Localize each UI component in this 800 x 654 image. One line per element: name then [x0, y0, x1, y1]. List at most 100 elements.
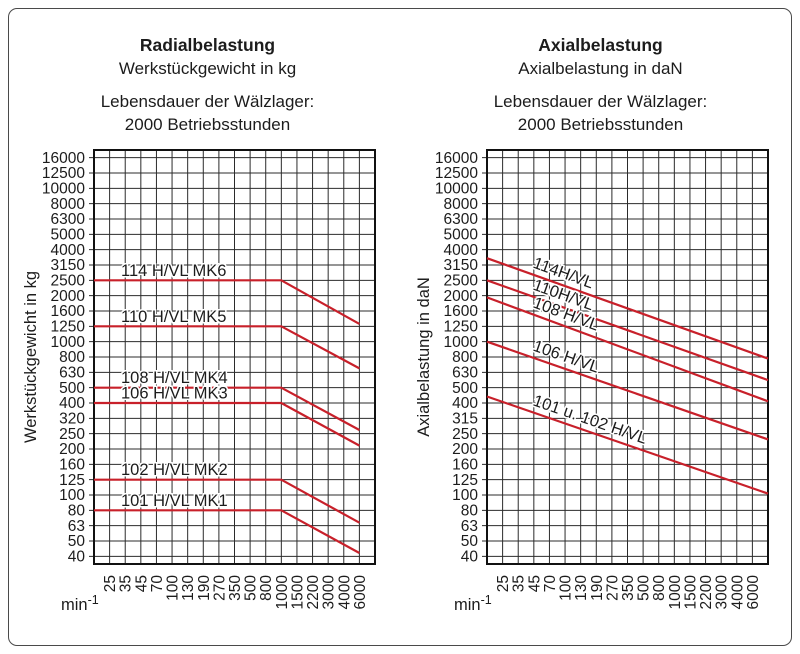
series-line: [486, 340, 769, 441]
plot-border: [93, 149, 376, 565]
x-tick-label: 6000: [745, 575, 762, 610]
axial-chart-header: Axialbelastung Axialbelastung in daN Leb…: [412, 33, 789, 136]
x-axis-unit: min-1: [454, 593, 492, 614]
y-tick-label: 1000: [51, 334, 86, 351]
series-label: 114 H/VL MK6: [121, 262, 226, 280]
x-tick-label: 45: [133, 575, 150, 592]
x-tick-label: 270: [211, 575, 228, 601]
y-tick-label: 400: [59, 395, 85, 412]
x-tick-label: 35: [511, 575, 528, 592]
y-tick-label: 40: [68, 549, 86, 566]
y-tick-label: 12500: [435, 165, 478, 182]
x-tick-label: 3000: [321, 575, 338, 610]
y-tick-label: 100: [452, 487, 478, 504]
page-frame: Radialbelastung Werkstückgewicht in kg L…: [8, 8, 792, 646]
x-tick-label: 350: [620, 575, 637, 601]
series-line: [486, 395, 769, 495]
series-labels: 114 H/VL MK6 110 H/VL MK5 108 H/VL MK4106 …: [120, 260, 230, 511]
y-tick-label: 50: [461, 533, 479, 550]
series-line: [486, 296, 769, 403]
series-line: [94, 386, 360, 431]
x-tick-label: 500: [636, 575, 653, 601]
y-tick-label: 12500: [42, 165, 85, 182]
y-tick-label: 630: [452, 365, 478, 382]
x-tick-label: 70: [542, 575, 559, 593]
radial-chart-note-1: Lebensdauer der Wälzlager:: [100, 92, 315, 111]
y-tick-label: 1600: [51, 303, 86, 320]
y-tick-label: 1250: [51, 319, 86, 336]
y-tick-label: 3150: [51, 257, 86, 274]
x-tick-label: 500: [243, 575, 260, 601]
series-label: 101 H/VL MK1: [121, 492, 228, 510]
axial-chart-subtitle: Axialbelastung in daN: [518, 59, 683, 78]
y-tick-label: 125: [452, 472, 478, 489]
x-tick-label: 190: [589, 575, 606, 601]
y-tick-label: 160: [59, 457, 85, 474]
x-tick-labels: 2535457010013019027035050080010001500220…: [495, 575, 762, 610]
y-tick-label: 6300: [444, 211, 479, 228]
x-tick-label: 800: [651, 575, 668, 601]
y-tick-label: 160: [452, 457, 478, 474]
x-tick-label: 130: [180, 575, 197, 601]
charts-row: Radialbelastung Werkstückgewicht in kg L…: [9, 9, 791, 629]
y-tick-label: 200: [452, 441, 478, 458]
x-tick-label: 270: [604, 575, 621, 601]
x-tick-label: 350: [227, 575, 244, 601]
series-line: [486, 257, 769, 360]
series-label: 101 u. 102 H/VL: [531, 392, 650, 448]
y-axis-title: Axialbelastung in daN: [415, 277, 433, 437]
x-tick-label: 100: [558, 575, 575, 601]
y-tick-label: 125: [59, 472, 85, 489]
series-lines: [94, 279, 360, 554]
plot-border: [486, 149, 769, 565]
radial-load-chart: 1600012500100008000630050004000315025002…: [22, 149, 376, 614]
series-lines: [486, 257, 769, 495]
y-tick-label: 5000: [51, 227, 86, 244]
y-tick-label: 250: [452, 426, 478, 443]
y-tick-label: 250: [59, 426, 85, 443]
y-tick-label: 200: [59, 441, 85, 458]
y-tick-label: 1250: [444, 319, 479, 336]
y-tick-label: 500: [59, 380, 85, 397]
axial-chart-panel: Axialbelastung Axialbelastung in daN Leb…: [412, 23, 789, 629]
y-tick-label: 50: [68, 533, 86, 550]
y-tick-label: 80: [68, 503, 86, 520]
x-tick-label: 4000: [336, 575, 353, 610]
y-tick-label: 5000: [444, 227, 479, 244]
y-tick-label: 8000: [444, 196, 479, 213]
axial-load-chart: 1600012500100008000630050004000315025002…: [415, 149, 769, 614]
radial-chart-subtitle: Werkstückgewicht in kg: [118, 59, 297, 78]
series-label: 108 H/VL MK4: [121, 369, 228, 387]
radial-chart-title: Radialbelastung: [139, 35, 276, 55]
x-tick-label: 100: [165, 575, 182, 601]
axial-chart-title: Axialbelastung: [538, 35, 663, 55]
y-axis-title: Werkstückgewicht in kg: [22, 271, 40, 443]
y-tick-label: 320: [59, 411, 85, 428]
y-tick-label: 16000: [42, 150, 85, 167]
grid: [482, 150, 768, 564]
series-line: [486, 279, 769, 382]
y-tick-label: 1600: [444, 303, 479, 320]
y-tick-label: 2500: [51, 273, 86, 290]
x-tick-label: 2200: [305, 575, 322, 610]
y-tick-label: 2500: [444, 273, 479, 290]
y-tick-label: 315: [452, 411, 478, 428]
series-label: 110 H/VL MK5: [121, 308, 226, 326]
x-tick-label: 1000: [667, 575, 684, 610]
x-tick-label: 190: [196, 575, 213, 601]
radial-chart-header: Radialbelastung Werkstückgewicht in kg L…: [19, 33, 396, 136]
y-tick-label: 1000: [444, 334, 479, 351]
y-tick-label: 630: [59, 365, 85, 382]
y-tick-label: 63: [461, 518, 478, 535]
x-tick-label: 1500: [289, 575, 306, 610]
series-label: 106 H/VL MK3: [121, 385, 228, 403]
y-tick-label: 40: [461, 549, 479, 566]
y-tick-label: 2000: [444, 288, 479, 305]
y-tick-label: 800: [59, 349, 85, 366]
series-line: [94, 325, 360, 370]
x-tick-label: 1500: [682, 575, 699, 610]
series-line: [94, 401, 360, 447]
radial-chart-panel: Radialbelastung Werkstückgewicht in kg L…: [19, 23, 396, 629]
axial-chart-note-2: 2000 Betriebsstunden: [517, 115, 684, 134]
x-tick-label: 35: [118, 575, 135, 592]
